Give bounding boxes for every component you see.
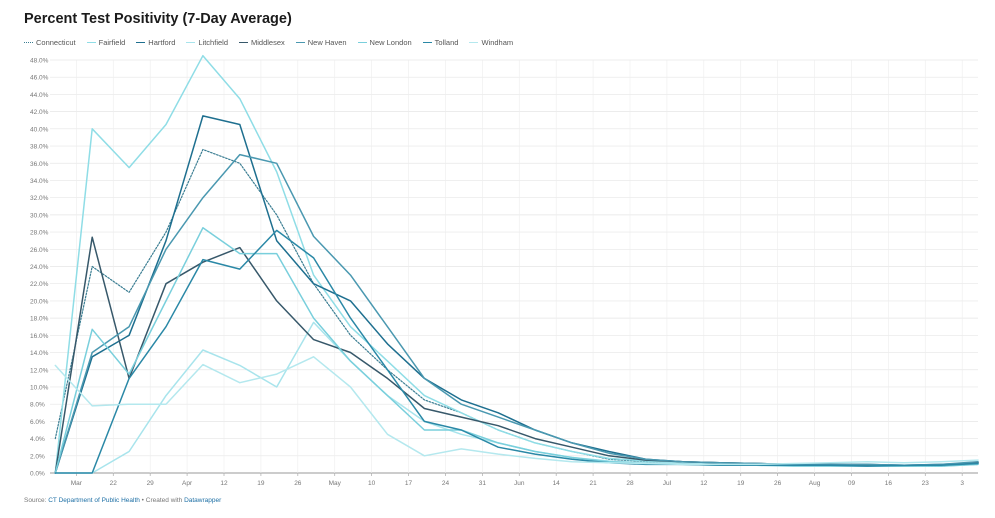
legend-item-hartford: Hartford (136, 38, 175, 47)
y-tick-label: 18.0% (30, 316, 49, 323)
x-tick-label: 14 (553, 480, 561, 487)
legend-swatch (422, 41, 432, 43)
y-tick-label: 14.0% (30, 350, 49, 357)
y-tick-label: 30.0% (30, 212, 49, 219)
y-tick-label: 24.0% (30, 264, 49, 271)
x-tick-label: 26 (294, 480, 302, 487)
legend-label: Litchfield (198, 37, 228, 47)
legend-label: Tolland (434, 37, 459, 47)
x-tick-label: 12 (700, 480, 708, 487)
legend-label: Middlesex (251, 37, 285, 47)
series-line-windham (54, 356, 979, 466)
legend-swatch (295, 41, 305, 43)
x-tick-label: 24 (442, 480, 450, 487)
x-tick-label: 28 (626, 480, 634, 487)
legend-label: New Haven (307, 37, 347, 47)
legend-label: New London (369, 37, 412, 47)
x-tick-label: 09 (848, 480, 856, 487)
x-tick-label: Mar (71, 480, 83, 487)
y-tick-label: 4.0% (30, 436, 45, 443)
x-tick-label: 10 (368, 480, 376, 487)
y-tick-label: 20.0% (30, 298, 49, 305)
chart-grid (50, 59, 978, 474)
y-tick-label: 8.0% (30, 402, 45, 409)
y-tick-label: 6.0% (30, 419, 45, 426)
y-tick-label: 0.0% (30, 471, 45, 478)
y-tick-label: 10.0% (30, 384, 49, 391)
legend-swatch (86, 41, 96, 43)
x-tick-label: 16 (885, 480, 893, 487)
legend-label: Hartford (148, 37, 176, 47)
legend-swatch (357, 41, 367, 43)
y-tick-label: 44.0% (30, 92, 49, 99)
x-tick-label: Jul (663, 480, 672, 487)
source-middle: • Created with (139, 497, 185, 504)
legend-item-windham: Windham (469, 38, 513, 47)
y-tick-label: 22.0% (30, 281, 49, 288)
chart-title: Percent Test Positivity (7-Day Average) (24, 11, 292, 27)
series-line-tolland (54, 229, 979, 474)
legend-label: Connecticut (36, 37, 76, 47)
x-tick-label: 29 (147, 480, 155, 487)
series-line-middlesex (54, 236, 979, 474)
source-prefix: Source: (24, 497, 49, 504)
legend-item-connecticut: Connecticut (24, 38, 76, 47)
legend-swatch (186, 41, 196, 43)
x-tick-label: 19 (257, 480, 265, 487)
series-line-fairfield (54, 54, 979, 474)
x-tick-label: Apr (182, 480, 193, 487)
y-tick-label: 42.0% (30, 109, 49, 116)
y-tick-label: 40.0% (30, 126, 49, 133)
legend-swatch (136, 41, 146, 43)
legend-swatch (239, 41, 248, 43)
legend-item-tolland: Tolland (422, 37, 459, 47)
y-tick-label: 16.0% (30, 333, 49, 340)
y-tick-label: 32.0% (30, 195, 49, 202)
x-tick-label: 19 (737, 480, 745, 487)
y-tick-label: 26.0% (30, 247, 49, 254)
y-tick-label: 46.0% (30, 75, 49, 82)
y-tick-label: 38.0% (30, 144, 49, 151)
x-tick-label: 31 (479, 480, 487, 487)
y-tick-label: 12.0% (30, 367, 49, 374)
x-axis: Mar 22 29 Apr 12 19 26 May 10 17 24 31 Jun 14 21 28 Jul 1… (71, 473, 964, 487)
x-tick-label: 22 (110, 480, 118, 487)
x-tick-label: 23 (922, 480, 930, 487)
series-line-new-london (54, 227, 979, 474)
legend-label: Fairfield (98, 37, 126, 47)
x-tick-label: 12 (220, 480, 228, 487)
legend-label: Windham (481, 37, 514, 47)
legend-item-new-london: New London (357, 37, 412, 47)
series-lines (54, 54, 979, 474)
datawrapper-link[interactable]: Datawrapper (184, 497, 222, 504)
legend-item-middlesex: Middlesex (239, 38, 285, 47)
legend-item-fairfield: Fairfield (86, 37, 126, 47)
legend-item-new-haven: New Haven (295, 37, 347, 47)
x-tick-label: 17 (405, 480, 413, 487)
x-tick-label: 26 (774, 480, 782, 487)
x-tick-label: May (329, 480, 342, 487)
x-tick-label: Aug (809, 480, 821, 487)
x-tick-label: 21 (589, 480, 597, 487)
x-tick-label: 3 (960, 480, 964, 487)
source-org-link[interactable]: CT Department of Public Health (48, 497, 140, 504)
legend-item-litchfield: Litchfield (186, 38, 228, 47)
y-axis: 0.0% 2.0% 4.0% 6.0% 8.0% 10.0% 12.0% 14.0% 16.0%… (30, 58, 49, 478)
y-tick-label: 48.0% (30, 58, 49, 65)
y-tick-label: 36.0% (30, 161, 49, 168)
source-credit: Source: CT Department of Public Health •… (24, 497, 221, 504)
legend-swatch (469, 41, 479, 43)
y-tick-label: 28.0% (30, 230, 49, 237)
x-tick-label: Jun (514, 480, 525, 487)
series-line-connecticut (54, 148, 979, 467)
y-tick-label: 2.0% (30, 453, 45, 460)
series-line-new-haven (54, 153, 979, 474)
y-tick-label: 34.0% (30, 178, 49, 185)
chart-legend: Connecticut Fairfield Hartford Litchfield Mi… (24, 36, 524, 48)
legend-swatch (24, 41, 33, 43)
